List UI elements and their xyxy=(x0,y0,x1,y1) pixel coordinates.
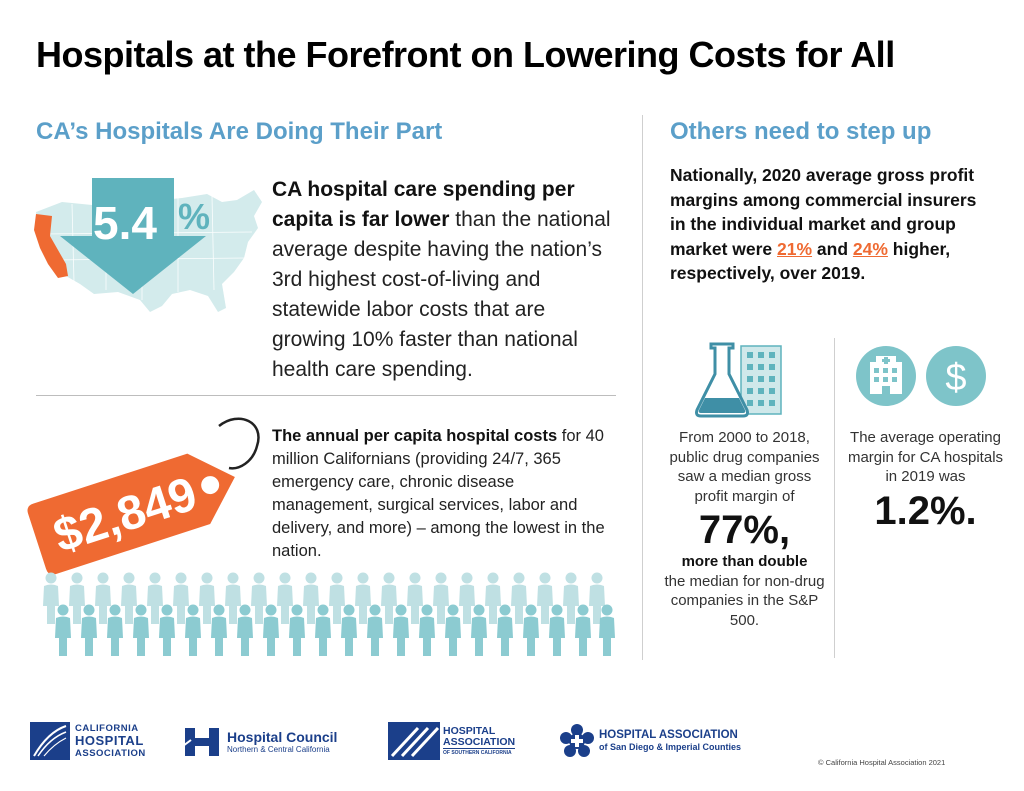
insurer-text-a: Nationally, 2020 average gross profit ma… xyxy=(670,165,977,259)
copyright-notice: © California Hospital Association 2021 xyxy=(818,758,946,767)
per-capita-cost-rest: for 40 million Californians (providing 2… xyxy=(272,427,605,560)
svg-text:$: $ xyxy=(945,357,966,399)
hasdic-line2: of San Diego & Imperial Counties xyxy=(599,742,742,752)
left-section-heading: CA’s Hospitals Are Doing Their Part xyxy=(36,118,443,145)
hasc-line1: HOSPITAL xyxy=(443,724,496,737)
insurer-text-c: higher, respectively, over 2019. xyxy=(670,238,951,284)
stat-5-4-unit: % xyxy=(178,196,211,237)
lab-flask-building-icon xyxy=(695,342,782,418)
dollar-icon: $ xyxy=(926,346,986,406)
cha-logo: CALIFORNIA HOSPITAL ASSOCIATION xyxy=(30,722,146,760)
hospital-icon xyxy=(856,346,916,406)
per-capita-cost-text: The annual per capita hospital costs for… xyxy=(272,425,617,563)
hospital-council-line2: Northern & Central California xyxy=(227,745,330,754)
hasdic-logo: HOSPITAL ASSOCIATION of San Diego & Impe… xyxy=(560,724,741,758)
cha-logo-line2: HOSPITAL xyxy=(75,733,144,748)
hospital-council-logo-icon xyxy=(183,728,219,756)
hasc-line2: ASSOCIATION xyxy=(443,735,516,748)
drug-companies-column: From 2000 to 2018, public drug companies… xyxy=(662,428,827,630)
stat-5-4-value: 5.4 xyxy=(93,197,157,249)
hospital-council-line1: Hospital Council xyxy=(227,729,338,745)
insurer-pct-individual: 21% xyxy=(777,238,813,259)
price-tag-icon: $2,849 xyxy=(27,417,260,575)
drug-margin-emphasis: more than double xyxy=(681,553,808,570)
ca-spending-rest: than the national average despite having… xyxy=(272,208,611,381)
ca-spending-bold: CA hospital care spending per capita is … xyxy=(272,178,575,231)
hasc-logo: HOSPITAL ASSOCIATION OF SOUTHERN CALIFOR… xyxy=(388,722,516,760)
ca-spending-text: CA hospital care spending per capita is … xyxy=(272,175,622,385)
drug-margin-value: 77%, xyxy=(698,508,791,552)
right-section-heading: Others need to step up xyxy=(670,118,932,145)
hospital-dollar-icons: $ xyxy=(856,346,986,406)
drug-companies-outro: the median for non-drug companies in the… xyxy=(664,572,825,629)
column-divider xyxy=(834,338,835,658)
ca-hospital-margin-column: The average operating margin for CA hosp… xyxy=(843,428,1008,533)
drug-companies-intro: From 2000 to 2018, public drug companies… xyxy=(669,429,820,505)
page-title: Hospitals at the Forefront on Lowering C… xyxy=(36,34,895,75)
footer-logos: CALIFORNIA HOSPITAL ASSOCIATION Hospital… xyxy=(30,718,810,768)
insurer-margins-text: Nationally, 2020 average gross profit ma… xyxy=(670,163,990,286)
hospital-council-logo: Hospital Council Northern & Central Cali… xyxy=(183,726,337,758)
per-capita-cost-bold: The annual per capita hospital costs xyxy=(272,427,558,445)
hasdic-line1: HOSPITAL ASSOCIATION xyxy=(599,729,738,741)
hasc-logo-icon xyxy=(388,722,440,760)
insurer-pct-group: 24% xyxy=(852,238,888,259)
ca-hospital-margin-value: 1.2%. xyxy=(874,488,977,533)
people-crowd-icon xyxy=(43,572,615,656)
us-map-icon xyxy=(34,178,262,312)
insurer-text-b: and xyxy=(812,238,853,259)
cha-logo-line3: ASSOCIATION xyxy=(75,748,146,759)
vertical-divider xyxy=(642,115,643,660)
horizontal-divider xyxy=(36,395,616,396)
ca-hospital-margin-intro: The average operating margin for CA hosp… xyxy=(847,429,1004,485)
hasc-line3: OF SOUTHERN CALIFORNIA xyxy=(443,747,516,757)
cha-logo-icon xyxy=(30,722,70,760)
hasdic-logo-icon xyxy=(560,724,594,757)
cha-logo-line1: CALIFORNIA xyxy=(75,723,139,734)
